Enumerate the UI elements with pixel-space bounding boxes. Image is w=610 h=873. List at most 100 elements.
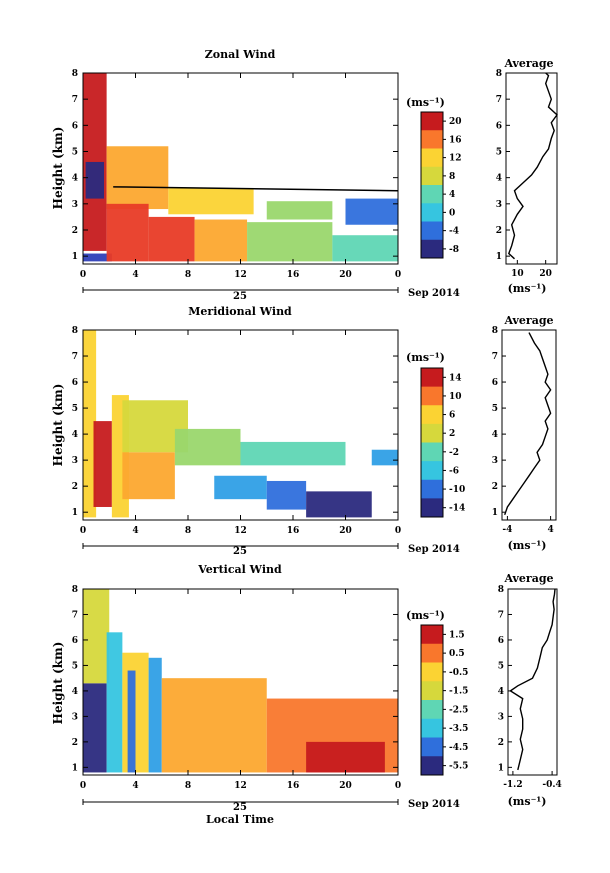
average-profile-line-meridional [504,332,552,516]
heatmap-region-zonal-2 [83,253,112,262]
average-x-tick-label-meridional: -4 [502,525,512,535]
heatmap-region-meridional-5 [174,428,241,466]
heatmap-region-zonal-0 [83,73,107,251]
heatmap-region-vertical-6 [161,678,267,773]
average-y-tick-label-vertical: 4 [498,687,504,697]
colorbar-tick-label-zonal: 20 [449,117,462,127]
day-label-zonal: 25 [233,291,247,302]
x-tick-label-zonal: 20 [339,270,352,280]
heatmap-region-meridional-0 [83,330,97,518]
ylabel-vertical: Height (km) [51,642,65,725]
colorbar-tick-label-meridional: -2 [449,448,459,458]
avg-xlabel-zonal: (ms⁻¹) [508,282,547,295]
average-x-tick-label-vertical: -1.2 [503,780,522,790]
y-tick-label-zonal: 4 [72,174,78,184]
x-tick-label-vertical: 20 [339,781,352,791]
average-y-tick-label-zonal: 8 [496,69,502,79]
colorbar-cell-zonal [421,166,443,186]
x-tick-label-zonal: 16 [287,270,300,280]
heatmap-region-zonal-7 [194,219,248,262]
heatmap-region-zonal-4 [106,203,149,262]
average-y-tick-label-zonal: 1 [496,252,502,262]
heatmap-region-zonal-9 [266,201,333,220]
average-y-tick-label-meridional: 2 [492,482,498,492]
x-tick-label-zonal: 8 [185,270,191,280]
y-tick-label-vertical: 2 [72,738,78,748]
x-tick-label-meridional: 0 [395,526,401,536]
y-tick-label-vertical: 5 [72,661,78,671]
y-tick-label-zonal: 8 [72,69,78,79]
avg-title-zonal: Average [503,57,553,70]
heatmap-region-meridional-9 [306,491,372,518]
average-y-tick-label-vertical: 6 [498,636,504,646]
average-y-tick-label-zonal: 6 [496,121,502,131]
y-tick-label-vertical: 4 [72,687,78,697]
x-tick-label-vertical: 8 [185,781,191,791]
x-tick-label-zonal: 4 [132,270,138,280]
heatmap-region-meridional-1 [93,421,112,507]
colorbar-cell-meridional [421,386,443,406]
average-frame-zonal [505,72,558,265]
average-frame-vertical [507,588,558,776]
heatmap-region-zonal-8 [247,222,333,262]
colorbar-cell-meridional [421,442,443,462]
x-tick-label-meridional: 20 [339,526,352,536]
average-x-tick-label-vertical: -0.4 [542,780,561,790]
x-tick-label-meridional: 8 [185,526,191,536]
heatmap-region-meridional-10 [371,449,398,466]
heatmap-region-meridional-8 [266,480,307,510]
colorbar-cell-meridional [421,405,443,425]
y-tick-label-vertical: 8 [72,585,78,595]
colorbar-cell-meridional [421,479,443,499]
y-tick-label-zonal: 2 [72,226,78,236]
heatmap-region-vertical-1 [83,589,110,684]
ylabel-meridional: Height (km) [51,384,65,467]
x-tick-label-meridional: 12 [234,526,247,536]
average-y-tick-label-meridional: 8 [492,326,498,336]
colorbar-cell-zonal [421,112,443,131]
colorbar-frame-zonal [420,111,444,259]
x-tick-label-vertical: 4 [132,781,138,791]
x-tick-label-zonal: 0 [80,270,86,280]
average-y-tick-label-vertical: 5 [498,661,504,671]
average-x-tick-label-meridional: 4 [547,525,553,535]
xlabel-local-time: Local Time [206,813,274,826]
avg-xlabel-meridional: (ms⁻¹) [508,539,547,552]
panel-title-zonal: Zonal Wind [205,48,276,61]
panel-title-meridional: Meridional Wind [188,305,292,318]
heatmap-region-zonal-6 [168,188,254,215]
colorbar-cell-zonal [421,239,443,259]
y-tick-label-zonal: 1 [72,252,78,262]
average-y-tick-label-meridional: 7 [492,352,498,362]
heatmap-region-zonal-11 [345,198,398,225]
y-tick-label-vertical: 7 [72,610,78,620]
y-tick-label-meridional: 6 [72,378,78,388]
date-label-meridional: Sep 2014 [408,544,460,555]
average-y-tick-label-zonal: 5 [496,147,502,157]
heatmap-region-meridional-7 [214,475,267,500]
y-tick-label-meridional: 8 [72,326,78,336]
colorbar-cell-zonal [421,203,443,222]
colorbar-cell-vertical [421,625,443,645]
colorbar-tick-label-vertical: 1.5 [449,630,465,640]
colorbar-cell-zonal [421,130,443,149]
colorbar-tick-label-meridional: -10 [449,485,465,495]
average-y-tick-label-meridional: 1 [492,508,498,518]
average-y-tick-label-meridional: 6 [492,378,498,388]
colorbar-tick-label-meridional: 10 [449,392,462,402]
x-tick-label-meridional: 0 [80,526,86,536]
colorbar-tick-label-zonal: -4 [449,227,459,237]
colorbar-tick-label-zonal: 8 [449,172,455,182]
heatmap-region-meridional-6 [240,441,346,466]
inversion-line-zonal [113,186,398,192]
heatmap-region-vertical-8 [306,741,385,773]
y-tick-label-vertical: 3 [72,712,78,722]
y-tick-label-meridional: 5 [72,404,78,414]
colorbar-tick-label-meridional: -6 [449,466,459,476]
colorbar-cell-vertical [421,662,443,682]
colorbar-cell-vertical [421,643,443,663]
heatmap-zonal [83,73,398,262]
colorbar-cell-vertical [421,737,443,757]
colorbar-cell-meridional [421,461,443,481]
average-y-tick-label-meridional: 3 [492,456,498,466]
